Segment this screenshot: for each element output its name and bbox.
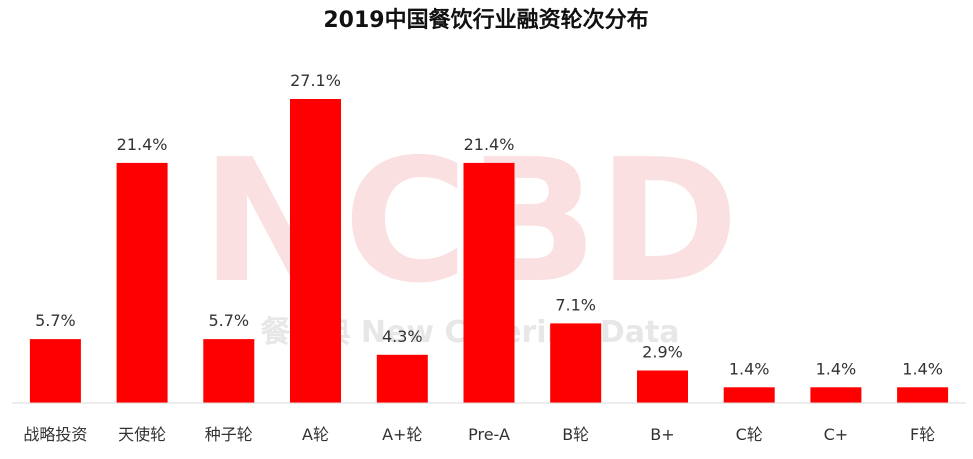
data-label-9: 1.4% [816, 359, 857, 378]
bar-5 [463, 162, 515, 403]
x-tick-label-3: A轮 [302, 425, 329, 444]
bar-9 [810, 387, 862, 403]
data-label-5: 21.4% [464, 135, 515, 154]
x-tick-label-5: Pre-A [468, 425, 510, 444]
bar-4 [376, 354, 428, 403]
data-label-2: 5.7% [208, 311, 249, 330]
data-label-6: 7.1% [555, 295, 596, 314]
data-label-1: 21.4% [117, 135, 168, 154]
chart-title: 2019中国餐饮行业融资轮次分布 [323, 7, 648, 33]
x-tick-label-1: 天使轮 [118, 425, 166, 444]
bar-2 [203, 339, 255, 403]
x-tick-label-4: A+轮 [382, 425, 422, 444]
x-tick-label-8: C轮 [736, 425, 763, 444]
x-tick-label-0: 战略投资 [23, 425, 87, 444]
data-label-3: 27.1% [290, 71, 341, 90]
bar-1 [116, 162, 168, 403]
data-labels-layer: 5.7% 21.4% 5.7% 27.1% 4.3% 21.4% 7.1% 2.9% 1.4% 1… [35, 71, 943, 378]
bar-8 [723, 387, 775, 403]
x-tick-label-6: B轮 [562, 425, 589, 444]
bars-layer [29, 99, 949, 403]
data-label-7: 2.9% [642, 343, 683, 362]
bar-0 [29, 339, 81, 403]
bar-3 [290, 99, 341, 403]
data-label-10: 1.4% [902, 359, 943, 378]
data-label-8: 1.4% [729, 359, 770, 378]
bar-10 [897, 387, 949, 403]
x-tick-label-9: C+ [824, 425, 849, 444]
bar-6 [550, 323, 602, 403]
x-tick-label-2: 种子轮 [205, 425, 253, 444]
x-tick-label-10: F轮 [910, 425, 935, 444]
bar-7 [637, 370, 688, 403]
data-label-0: 5.7% [35, 311, 76, 330]
data-label-4: 4.3% [382, 327, 423, 346]
x-tick-labels-layer: 战略投资 天使轮 种子轮 A轮 A+轮 Pre-A B轮 B+ C轮 C+ F轮 [23, 425, 935, 444]
x-tick-label-7: B+ [650, 425, 674, 444]
